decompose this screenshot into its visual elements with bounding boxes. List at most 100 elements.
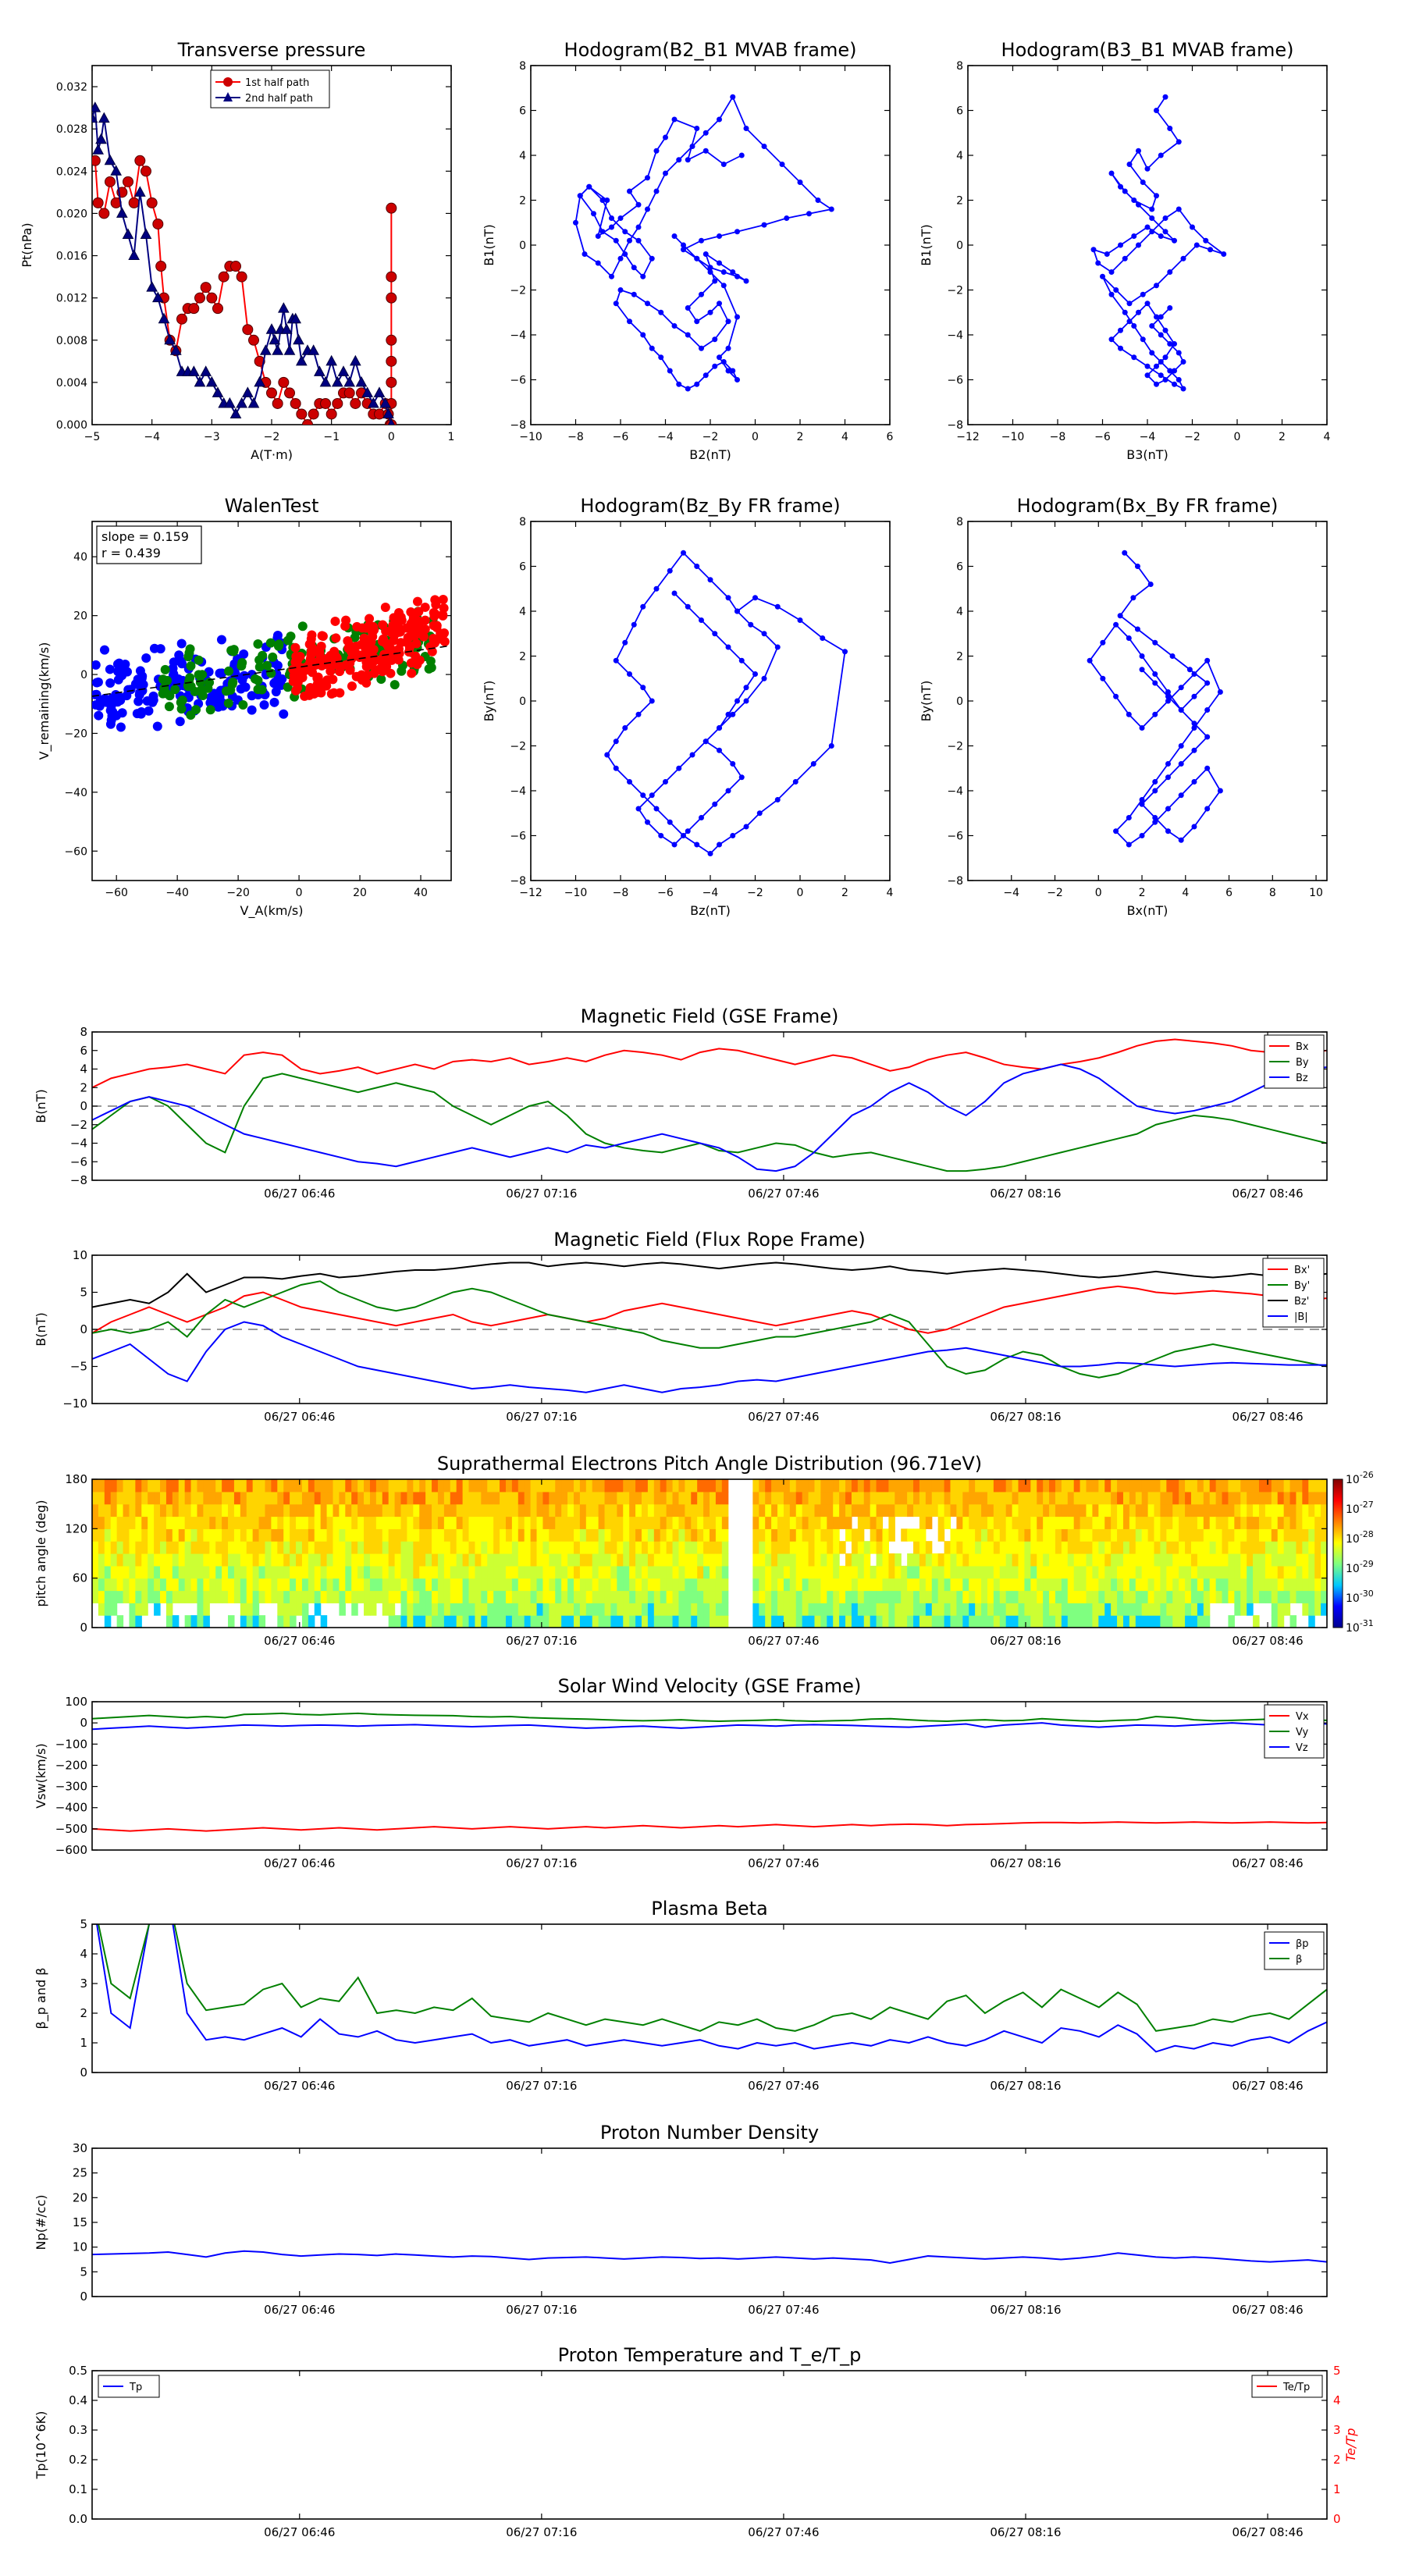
heatmap-cell	[1222, 1553, 1229, 1567]
y-tick-label: −2	[947, 285, 963, 297]
walen-point	[329, 688, 339, 698]
heatmap-cell	[573, 1615, 581, 1628]
heatmap-cell	[1117, 1479, 1124, 1493]
heatmap-cell	[1222, 1516, 1229, 1529]
heatmap-cell	[1271, 1479, 1279, 1493]
heatmap-cell	[944, 1516, 951, 1529]
heatmap-cell	[647, 1565, 655, 1579]
chart-title: Magnetic Field (Flux Rope Frame)	[553, 1229, 865, 1251]
heatmap-cell	[129, 1603, 136, 1616]
heatmap-cell	[950, 1503, 957, 1517]
heatmap-cell	[450, 1590, 457, 1603]
heatmap-cell	[752, 1528, 759, 1542]
heatmap-cell	[468, 1565, 476, 1579]
heatmap-cell	[1179, 1503, 1186, 1517]
heatmap-cell	[1080, 1590, 1087, 1603]
heatmap-cell	[876, 1615, 884, 1628]
heatmap-cell	[672, 1553, 680, 1567]
heatmap-cell	[888, 1590, 895, 1603]
heatmap-cell	[579, 1615, 587, 1628]
heatmap-cell	[1253, 1553, 1260, 1567]
heatmap-cell	[1043, 1553, 1050, 1567]
y-tick-label: 20	[73, 610, 87, 623]
walen-point	[272, 660, 283, 671]
hodogram-point	[1131, 354, 1137, 361]
heatmap-cell	[1209, 1479, 1217, 1493]
heatmap-cell	[178, 1528, 186, 1542]
heatmap-cell	[1321, 1503, 1327, 1517]
heatmap-cell	[623, 1541, 630, 1554]
heatmap-cell	[1185, 1578, 1192, 1592]
heatmap-cell	[104, 1565, 112, 1579]
heatmap-cell	[827, 1541, 834, 1554]
series-point	[92, 197, 104, 208]
heatmap-cell	[820, 1491, 827, 1505]
heatmap-cell	[549, 1565, 556, 1579]
heatmap-cell	[870, 1578, 877, 1592]
series-point	[241, 386, 254, 397]
heatmap-cell	[1080, 1491, 1087, 1505]
heatmap-cell	[462, 1541, 470, 1554]
heatmap-cell	[759, 1590, 766, 1603]
series-line-Vz	[92, 1722, 1327, 1731]
heatmap-cell	[647, 1603, 655, 1616]
heatmap-cell	[419, 1603, 426, 1616]
heatmap-cell	[1147, 1590, 1155, 1603]
heatmap-cell	[567, 1503, 574, 1517]
heatmap-cell	[721, 1528, 729, 1542]
heatmap-cell	[777, 1516, 784, 1529]
y-axis-label: Pt(nPa)	[20, 222, 34, 267]
heatmap-cell	[500, 1553, 507, 1567]
heatmap-cell	[203, 1615, 210, 1628]
heatmap-cell	[437, 1615, 445, 1628]
hodogram-point	[1113, 287, 1119, 293]
heatmap-cell	[172, 1503, 180, 1517]
heatmap-cell	[789, 1590, 797, 1603]
annotation-slope: slope = 0.159	[101, 529, 189, 544]
chart-title: Hodogram(B2_B1 MVAB frame)	[564, 39, 857, 61]
heatmap-cell	[765, 1590, 772, 1603]
series-point	[290, 397, 301, 409]
heatmap-cell	[999, 1491, 1007, 1505]
heatmap-cell	[135, 1565, 142, 1579]
heatmap-cell	[715, 1479, 723, 1493]
heatmap-cell	[432, 1503, 439, 1517]
heatmap-cell	[104, 1615, 112, 1628]
heatmap-cell	[715, 1516, 723, 1529]
hodogram-point	[725, 595, 731, 601]
hodogram-point	[797, 180, 803, 185]
heatmap-cell	[1179, 1553, 1186, 1567]
series-point	[123, 176, 133, 187]
y-tick-label: −300	[55, 1780, 87, 1794]
heatmap-cell	[1190, 1503, 1198, 1517]
heatmap-cell	[1283, 1528, 1291, 1542]
heatmap-cell	[660, 1503, 667, 1517]
heatmap-cell	[203, 1590, 210, 1603]
hodogram-point	[743, 824, 749, 830]
heatmap-cell	[629, 1491, 636, 1505]
heatmap-cell	[1308, 1503, 1315, 1517]
hodogram-point	[761, 222, 767, 228]
heatmap-cell	[382, 1503, 389, 1517]
walen-point	[164, 702, 174, 712]
hodogram-point	[743, 698, 749, 704]
heatmap-cell	[296, 1578, 303, 1592]
heatmap-cell	[1283, 1491, 1291, 1505]
heatmap-cell	[542, 1553, 550, 1567]
heatmap-cell	[265, 1578, 272, 1592]
heatmap-cell	[629, 1615, 636, 1628]
y-tick-label: 8	[80, 1025, 87, 1039]
heatmap-cell	[1197, 1479, 1204, 1493]
y-tick-label: −4	[70, 1137, 87, 1151]
heatmap-cell	[1129, 1516, 1136, 1529]
heatmap-cell	[148, 1479, 155, 1493]
heatmap-cell	[98, 1578, 105, 1592]
walen-point	[368, 621, 379, 632]
heatmap-cell	[351, 1479, 358, 1493]
heatmap-cell	[277, 1603, 284, 1616]
hodogram-point	[1191, 720, 1197, 727]
heatmap-cell	[653, 1578, 661, 1592]
heatmap-cell	[925, 1615, 933, 1628]
hodogram-point	[707, 269, 713, 275]
heatmap-cell	[141, 1503, 148, 1517]
